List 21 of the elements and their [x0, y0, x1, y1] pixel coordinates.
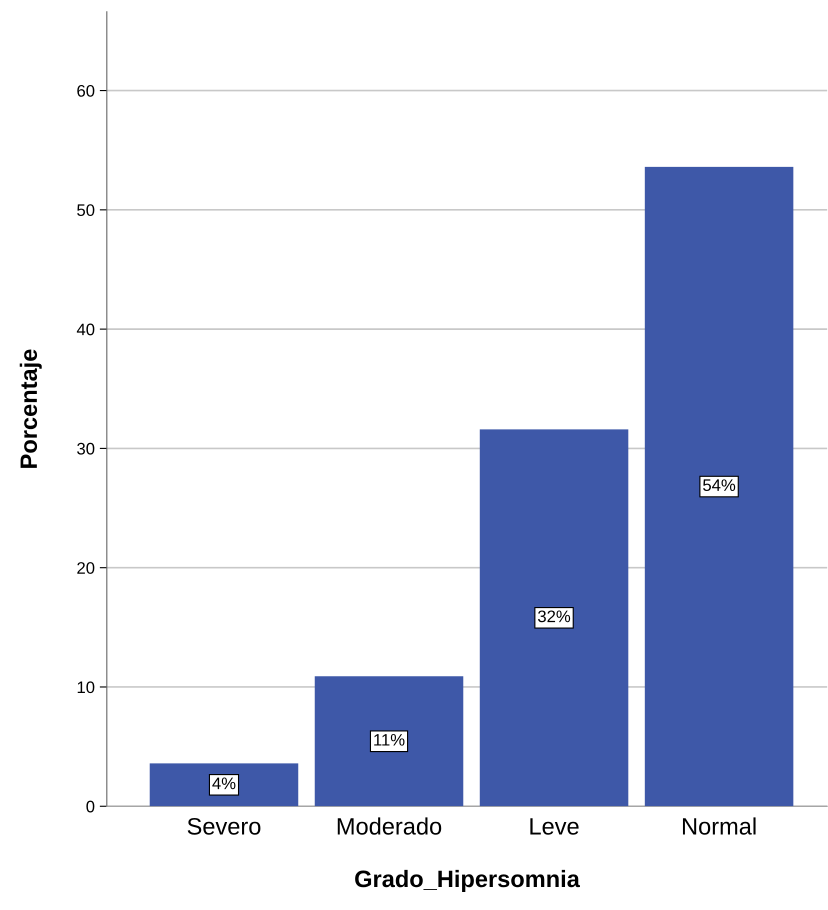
- bar: [644, 166, 794, 806]
- data-label: 4%: [212, 778, 236, 790]
- y-tick-label: 20: [77, 562, 94, 574]
- x-axis-title: Grado_Hipersomnia: [355, 870, 580, 892]
- data-label: 32%: [538, 610, 570, 622]
- y-tick-label: 60: [77, 84, 94, 97]
- x-tick-label: Leve: [530, 818, 579, 835]
- y-axis-title: Porcentaje: [20, 349, 42, 468]
- data-label: 54%: [703, 479, 736, 492]
- x-tick-label: Normal: [682, 817, 756, 835]
- x-tick-label: Moderado: [338, 817, 442, 835]
- y-tick-label: 50: [77, 204, 94, 216]
- data-label: 11%: [374, 734, 404, 746]
- y-tick-label: 10: [78, 681, 94, 694]
- y-tick-label: 30: [77, 442, 94, 455]
- bar: [314, 676, 464, 806]
- bar: [480, 429, 628, 806]
- y-tick-label: 0: [86, 800, 94, 812]
- x-tick-label: Severo: [188, 818, 260, 835]
- bar: [150, 763, 298, 806]
- y-tick-label: 40: [76, 324, 94, 336]
